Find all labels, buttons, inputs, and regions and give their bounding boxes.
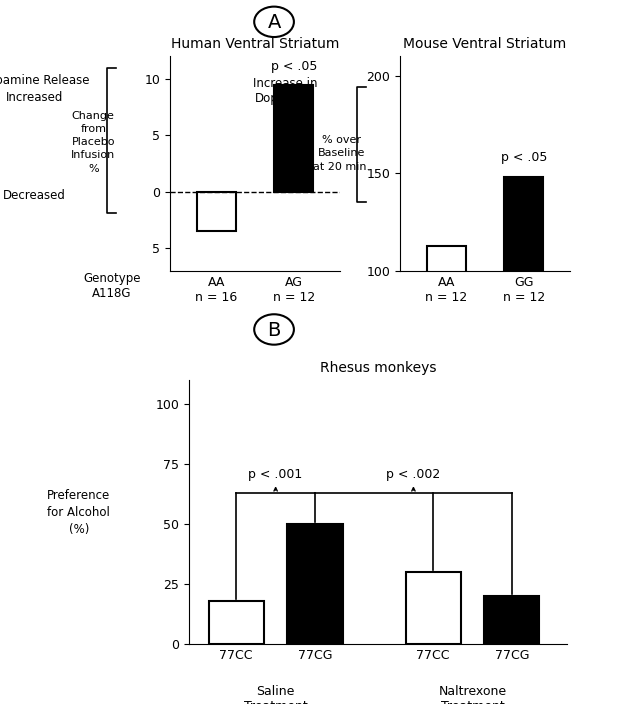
Bar (406, 572, 461, 644)
Text: A: A (267, 13, 281, 32)
Title: Mouse Ventral Striatum: Mouse Ventral Striatum (403, 37, 567, 51)
Text: Increase in: Increase in (253, 77, 317, 89)
Text: % over
Baseline
at 20 min.: % over Baseline at 20 min. (313, 135, 370, 172)
Bar (427, 246, 466, 466)
Text: p < .05: p < .05 (271, 61, 317, 73)
Bar (275, 84, 313, 192)
Text: B: B (267, 320, 281, 339)
Bar (505, 177, 543, 466)
Text: p < .001: p < .001 (248, 468, 303, 481)
Text: Dopamine Release: Dopamine Release (0, 75, 90, 87)
Text: Decreased: Decreased (3, 189, 66, 202)
Text: Preference
for Alcohol
(%): Preference for Alcohol (%) (47, 489, 110, 536)
Bar (287, 524, 343, 644)
Bar (197, 192, 236, 232)
Text: Increased: Increased (6, 91, 64, 103)
Title: Rhesus monkeys: Rhesus monkeys (320, 361, 436, 375)
Text: p < .002: p < .002 (386, 468, 440, 481)
Text: Naltrexone
Treatment: Naltrexone Treatment (438, 685, 507, 704)
Text: Dopamine: Dopamine (255, 92, 315, 105)
Bar (209, 601, 264, 644)
Text: p < .05: p < .05 (501, 151, 547, 164)
Text: Genotype
A118G: Genotype A118G (83, 272, 141, 300)
Text: Change
from
Placebo
Infusion
%: Change from Placebo Infusion % (71, 111, 115, 174)
Title: Human Ventral Striatum: Human Ventral Striatum (171, 37, 340, 51)
Text: Saline
Treatment: Saline Treatment (244, 685, 307, 704)
Bar (484, 596, 539, 644)
